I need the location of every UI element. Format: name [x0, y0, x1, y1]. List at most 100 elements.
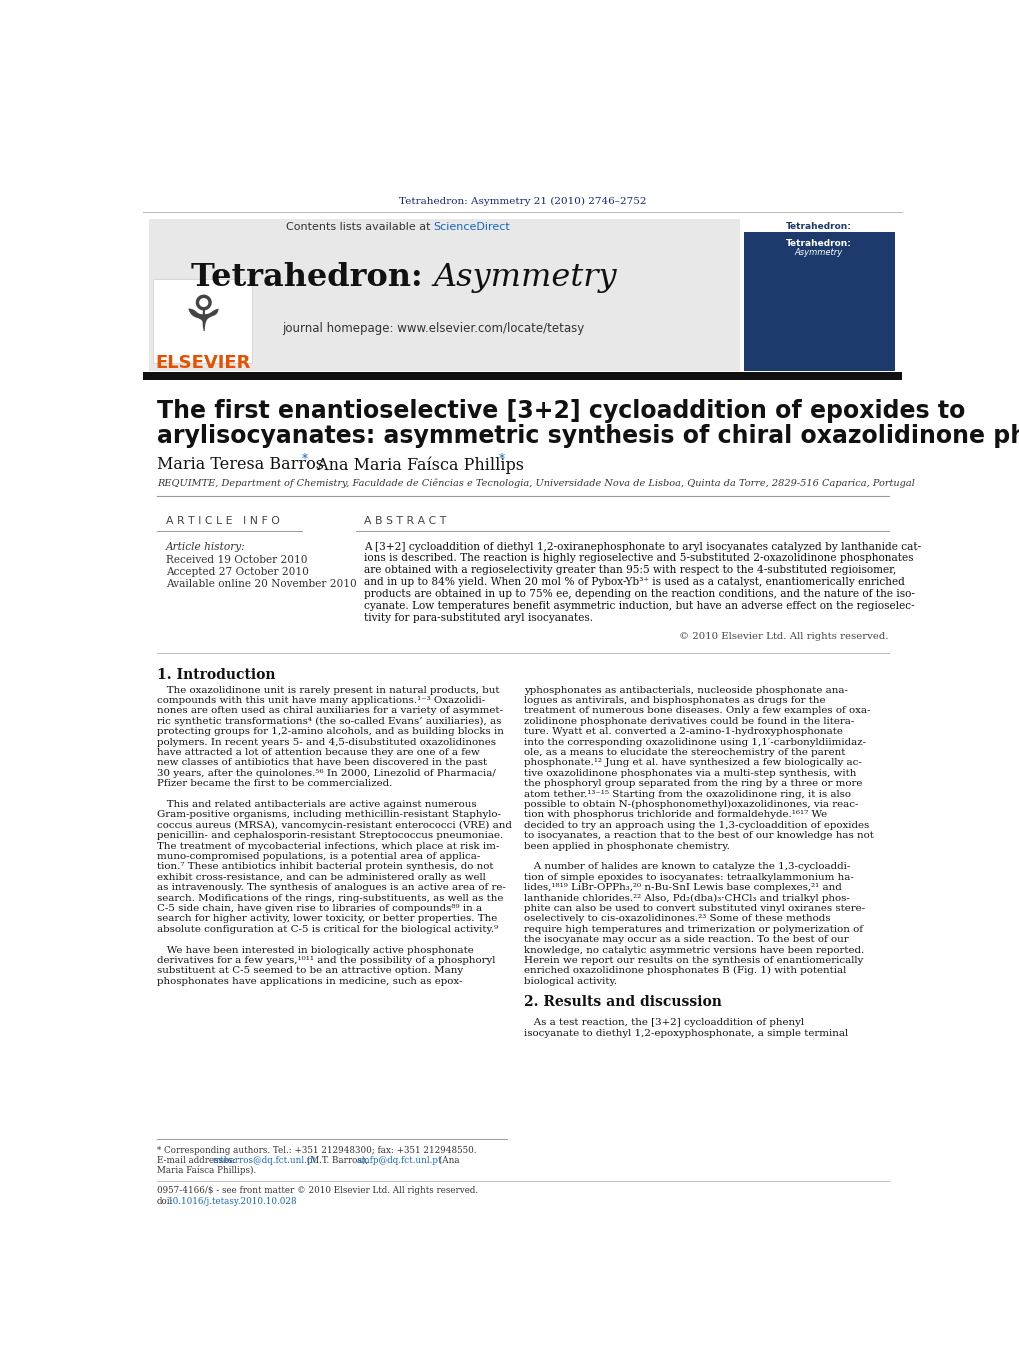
Text: * Corresponding authors. Tel.: +351 212948300; fax: +351 212948550.: * Corresponding authors. Tel.: +351 2129…	[157, 1146, 476, 1155]
Text: (M.T. Barros),: (M.T. Barros),	[304, 1155, 371, 1165]
Text: Accepted 27 October 2010: Accepted 27 October 2010	[166, 567, 309, 578]
Text: Article history:: Article history:	[166, 541, 246, 552]
Text: have attracted a lot of attention because they are one of a few: have attracted a lot of attention becaus…	[157, 747, 479, 757]
Bar	[153, 279, 252, 363]
Text: nones are often used as chiral auxiliaries for a variety of asymmet-: nones are often used as chiral auxiliari…	[157, 707, 502, 715]
Text: yphosphonates as antibacterials, nucleoside phosphonate ana-: yphosphonates as antibacterials, nucleos…	[524, 686, 848, 694]
Text: decided to try an approach using the 1,3-cycloaddition of epoxides: decided to try an approach using the 1,3…	[524, 821, 869, 830]
Text: possible to obtain N-(phosphonomethyl)oxazolidinones, via reac-: possible to obtain N-(phosphonomethyl)ox…	[524, 800, 858, 809]
Text: (Ana: (Ana	[435, 1155, 460, 1165]
Text: Asymmetry: Asymmetry	[794, 247, 842, 257]
Text: search for higher activity, lower toxicity, or better properties. The: search for higher activity, lower toxici…	[157, 915, 496, 923]
Text: doi:: doi:	[157, 1196, 173, 1205]
Text: © 2010 Elsevier Ltd. All rights reserved.: © 2010 Elsevier Ltd. All rights reserved…	[679, 632, 888, 640]
Text: ture. Wyatt et al. converted a 2-amino-1-hydroxyphosphonate: ture. Wyatt et al. converted a 2-amino-1…	[524, 727, 843, 737]
Text: Ana Maria Faísca Phillips: Ana Maria Faísca Phillips	[312, 457, 529, 474]
Text: 30 years, after the quinolones.⁵⁶ In 2000, Linezolid of Pharmacia/: 30 years, after the quinolones.⁵⁶ In 200…	[157, 769, 495, 777]
Text: lides,¹⁸¹⁹ LiBr-OPPh₃,²⁰ n-Bu-SnI Lewis base complexes,²¹ and: lides,¹⁸¹⁹ LiBr-OPPh₃,²⁰ n-Bu-SnI Lewis …	[524, 883, 842, 892]
Text: A R T I C L E   I N F O: A R T I C L E I N F O	[166, 516, 280, 526]
Text: Tetrahedron:: Tetrahedron:	[785, 239, 851, 249]
Text: Contents lists available at: Contents lists available at	[285, 222, 433, 232]
Text: tion with phosphorus trichloride and formaldehyde.¹⁶¹⁷ We: tion with phosphorus trichloride and for…	[524, 810, 826, 819]
Text: This and related antibacterials are active against numerous: This and related antibacterials are acti…	[157, 800, 476, 809]
Text: The oxazolidinone unit is rarely present in natural products, but: The oxazolidinone unit is rarely present…	[157, 686, 499, 694]
Text: E-mail addresses:: E-mail addresses:	[157, 1155, 238, 1165]
Bar	[743, 219, 894, 371]
Text: lanthanide chlorides.²² Also, Pd₂(dba)₃·CHCl₃ and trialkyl phos-: lanthanide chlorides.²² Also, Pd₂(dba)₃·…	[524, 893, 850, 902]
Text: cyanate. Low temperatures benefit asymmetric induction, but have an adverse effe: cyanate. Low temperatures benefit asymme…	[364, 601, 914, 612]
Text: As a test reaction, the [3+2] cycloaddition of phenyl: As a test reaction, the [3+2] cycloaddit…	[524, 1018, 804, 1027]
Text: A number of halides are known to catalyze the 1,3-cycloaddi-: A number of halides are known to catalyz…	[524, 863, 850, 871]
Text: require high temperatures and trimerization or polymerization of: require high temperatures and trimerizat…	[524, 924, 862, 934]
Text: treatment of numerous bone diseases. Only a few examples of oxa-: treatment of numerous bone diseases. Onl…	[524, 707, 870, 715]
Bar	[143, 372, 902, 381]
Text: Tetrahedron: Asymmetry 21 (2010) 2746–2752: Tetrahedron: Asymmetry 21 (2010) 2746–27…	[398, 197, 646, 207]
Text: C-5 side chain, have given rise to libraries of compounds⁸⁹ in a: C-5 side chain, have given rise to libra…	[157, 904, 482, 913]
Text: exhibit cross-resistance, and can be administered orally as well: exhibit cross-resistance, and can be adm…	[157, 872, 485, 882]
Text: 1. Introduction: 1. Introduction	[157, 667, 275, 682]
Text: tivity for para-substituted aryl isocyanates.: tivity for para-substituted aryl isocyan…	[364, 613, 592, 624]
Text: ric synthetic transformations⁴ (the so-called Evans’ auxiliaries), as: ric synthetic transformations⁴ (the so-c…	[157, 716, 500, 726]
Text: arylisocyanates: asymmetric synthesis of chiral oxazolidinone phosphonates: arylisocyanates: asymmetric synthesis of…	[157, 424, 1019, 448]
Text: tion.⁷ These antibiotics inhibit bacterial protein synthesis, do not: tion.⁷ These antibiotics inhibit bacteri…	[157, 863, 493, 871]
Text: atom tether.¹³⁻¹⁵ Starting from the oxazolidinone ring, it is also: atom tether.¹³⁻¹⁵ Starting from the oxaz…	[524, 790, 851, 799]
Bar	[743, 219, 894, 232]
Text: are obtained with a regioselectivity greater than 95:5 with respect to the 4-sub: are obtained with a regioselectivity gre…	[364, 565, 896, 575]
Text: 0957-4166/$ - see front matter © 2010 Elsevier Ltd. All rights reserved.: 0957-4166/$ - see front matter © 2010 El…	[157, 1186, 478, 1195]
Text: coccus aureus (MRSA), vancomycin-resistant enterococci (VRE) and: coccus aureus (MRSA), vancomycin-resista…	[157, 821, 512, 830]
Text: substituent at C-5 seemed to be an attractive option. Many: substituent at C-5 seemed to be an attra…	[157, 966, 463, 976]
Text: enriched oxazolidinone phosphonates B (Fig. 1) with potential: enriched oxazolidinone phosphonates B (F…	[524, 966, 846, 976]
Text: ELSEVIER: ELSEVIER	[155, 355, 250, 372]
Text: new classes of antibiotics that have been discovered in the past: new classes of antibiotics that have bee…	[157, 758, 487, 768]
Text: protecting groups for 1,2-amino alcohols, and as building blocks in: protecting groups for 1,2-amino alcohols…	[157, 727, 503, 737]
Text: *: *	[498, 453, 504, 466]
Text: been applied in phosphonate chemistry.: been applied in phosphonate chemistry.	[524, 841, 730, 851]
Text: amfp@dq.fct.unl.pt: amfp@dq.fct.unl.pt	[357, 1155, 442, 1165]
Text: Gram-positive organisms, including methicillin-resistant Staphylo-: Gram-positive organisms, including methi…	[157, 810, 500, 819]
Text: journal homepage: www.elsevier.com/locate/tetasy: journal homepage: www.elsevier.com/locat…	[282, 322, 584, 336]
Bar	[149, 219, 739, 371]
Text: and in up to 84% yield. When 20 mol % of Pybox-Yb³⁺ is used as a catalyst, enant: and in up to 84% yield. When 20 mol % of…	[364, 578, 904, 587]
Text: penicillin- and cephalosporin-resistant Streptococcus pneumoniae.: penicillin- and cephalosporin-resistant …	[157, 832, 502, 840]
Text: 10.1016/j.tetasy.2010.10.028: 10.1016/j.tetasy.2010.10.028	[168, 1196, 298, 1205]
Text: REQUIMTE, Department of Chemistry, Faculdade de Ciências e Tecnologia, Universid: REQUIMTE, Department of Chemistry, Facul…	[157, 478, 914, 488]
Text: mtbarros@dq.fct.unl.pt: mtbarros@dq.fct.unl.pt	[213, 1155, 317, 1165]
Text: Tetrahedron:: Tetrahedron:	[785, 222, 851, 231]
Text: Maria Faísca Phillips).: Maria Faísca Phillips).	[157, 1166, 256, 1176]
Text: *,: *,	[302, 453, 312, 466]
Text: compounds with this unit have many applications.¹⁻³ Oxazolidi-: compounds with this unit have many appli…	[157, 696, 485, 705]
Text: phosphonates have applications in medicine, such as epox-: phosphonates have applications in medici…	[157, 977, 462, 985]
Text: tive oxazolidinone phosphonates via a multi-step synthesis, with: tive oxazolidinone phosphonates via a mu…	[524, 769, 856, 777]
Text: phite can also be used to convert substituted vinyl oxiranes stere-: phite can also be used to convert substi…	[524, 904, 864, 913]
Text: ole, as a means to elucidate the stereochemistry of the parent: ole, as a means to elucidate the stereoc…	[524, 747, 845, 757]
Text: Pfizer became the first to be commercialized.: Pfizer became the first to be commercial…	[157, 779, 392, 788]
Text: logues as antivirals, and bisphosphonates as drugs for the: logues as antivirals, and bisphosphonate…	[524, 696, 825, 705]
Text: ions is described. The reaction is highly regioselective and 5-substituted 2-oxa: ions is described. The reaction is highl…	[364, 553, 912, 564]
Text: zolidinone phosphonate derivatives could be found in the litera-: zolidinone phosphonate derivatives could…	[524, 716, 854, 726]
Text: into the corresponding oxazolidinone using 1,1′-carbonyldiimidaz-: into the corresponding oxazolidinone usi…	[524, 738, 865, 746]
Text: Maria Teresa Barros: Maria Teresa Barros	[157, 457, 329, 473]
Text: isocyanate to diethyl 1,2-epoxyphosphonate, a simple terminal: isocyanate to diethyl 1,2-epoxyphosphona…	[524, 1029, 848, 1038]
Text: The treatment of mycobacterial infections, which place at risk im-: The treatment of mycobacterial infection…	[157, 841, 499, 851]
Text: A [3+2] cycloaddition of diethyl 1,2-oxiranephosphonate to aryl isocyanates cata: A [3+2] cycloaddition of diethyl 1,2-oxi…	[364, 541, 920, 552]
Text: We have been interested in biologically active phosphonate: We have been interested in biologically …	[157, 946, 473, 954]
Text: phosphonate.¹² Jung et al. have synthesized a few biologically ac-: phosphonate.¹² Jung et al. have synthesi…	[524, 758, 861, 768]
Text: as intravenously. The synthesis of analogues is an active area of re-: as intravenously. The synthesis of analo…	[157, 883, 505, 892]
Text: A B S T R A C T: A B S T R A C T	[364, 516, 445, 526]
Text: knowledge, no catalytic asymmetric versions have been reported.: knowledge, no catalytic asymmetric versi…	[524, 946, 864, 954]
Text: absolute configuration at C-5 is critical for the biological activity.⁹: absolute configuration at C-5 is critica…	[157, 924, 497, 934]
Text: Received 19 October 2010: Received 19 October 2010	[166, 554, 308, 564]
Text: to isocyanates, a reaction that to the best of our knowledge has not: to isocyanates, a reaction that to the b…	[524, 832, 873, 840]
Text: derivatives for a few years,¹⁰¹¹ and the possibility of a phosphoryl: derivatives for a few years,¹⁰¹¹ and the…	[157, 955, 495, 965]
Text: The first enantioselective [3+2] cycloaddition of epoxides to: The first enantioselective [3+2] cycload…	[157, 400, 964, 423]
Text: Available online 20 November 2010: Available online 20 November 2010	[166, 579, 357, 590]
Text: muno-compromised populations, is a potential area of applica-: muno-compromised populations, is a poten…	[157, 852, 480, 862]
Text: Tetrahedron:: Tetrahedron:	[191, 261, 433, 292]
Text: Herein we report our results on the synthesis of enantiomerically: Herein we report our results on the synt…	[524, 955, 863, 965]
Text: the isocyanate may occur as a side reaction. To the best of our: the isocyanate may occur as a side react…	[524, 935, 848, 945]
Text: polymers. In recent years 5- and 4,5-disubstituted oxazolidinones: polymers. In recent years 5- and 4,5-dis…	[157, 738, 495, 746]
Text: Asymmetry: Asymmetry	[433, 261, 616, 292]
Text: biological activity.: biological activity.	[524, 977, 616, 985]
Text: tion of simple epoxides to isocyanates: tetraalkylammonium ha-: tion of simple epoxides to isocyanates: …	[524, 872, 853, 882]
Text: ScienceDirect: ScienceDirect	[433, 222, 510, 232]
